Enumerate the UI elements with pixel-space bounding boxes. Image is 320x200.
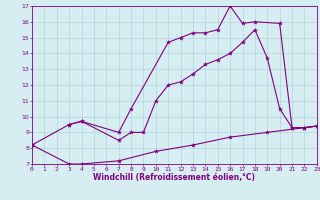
X-axis label: Windchill (Refroidissement éolien,°C): Windchill (Refroidissement éolien,°C): [93, 173, 255, 182]
